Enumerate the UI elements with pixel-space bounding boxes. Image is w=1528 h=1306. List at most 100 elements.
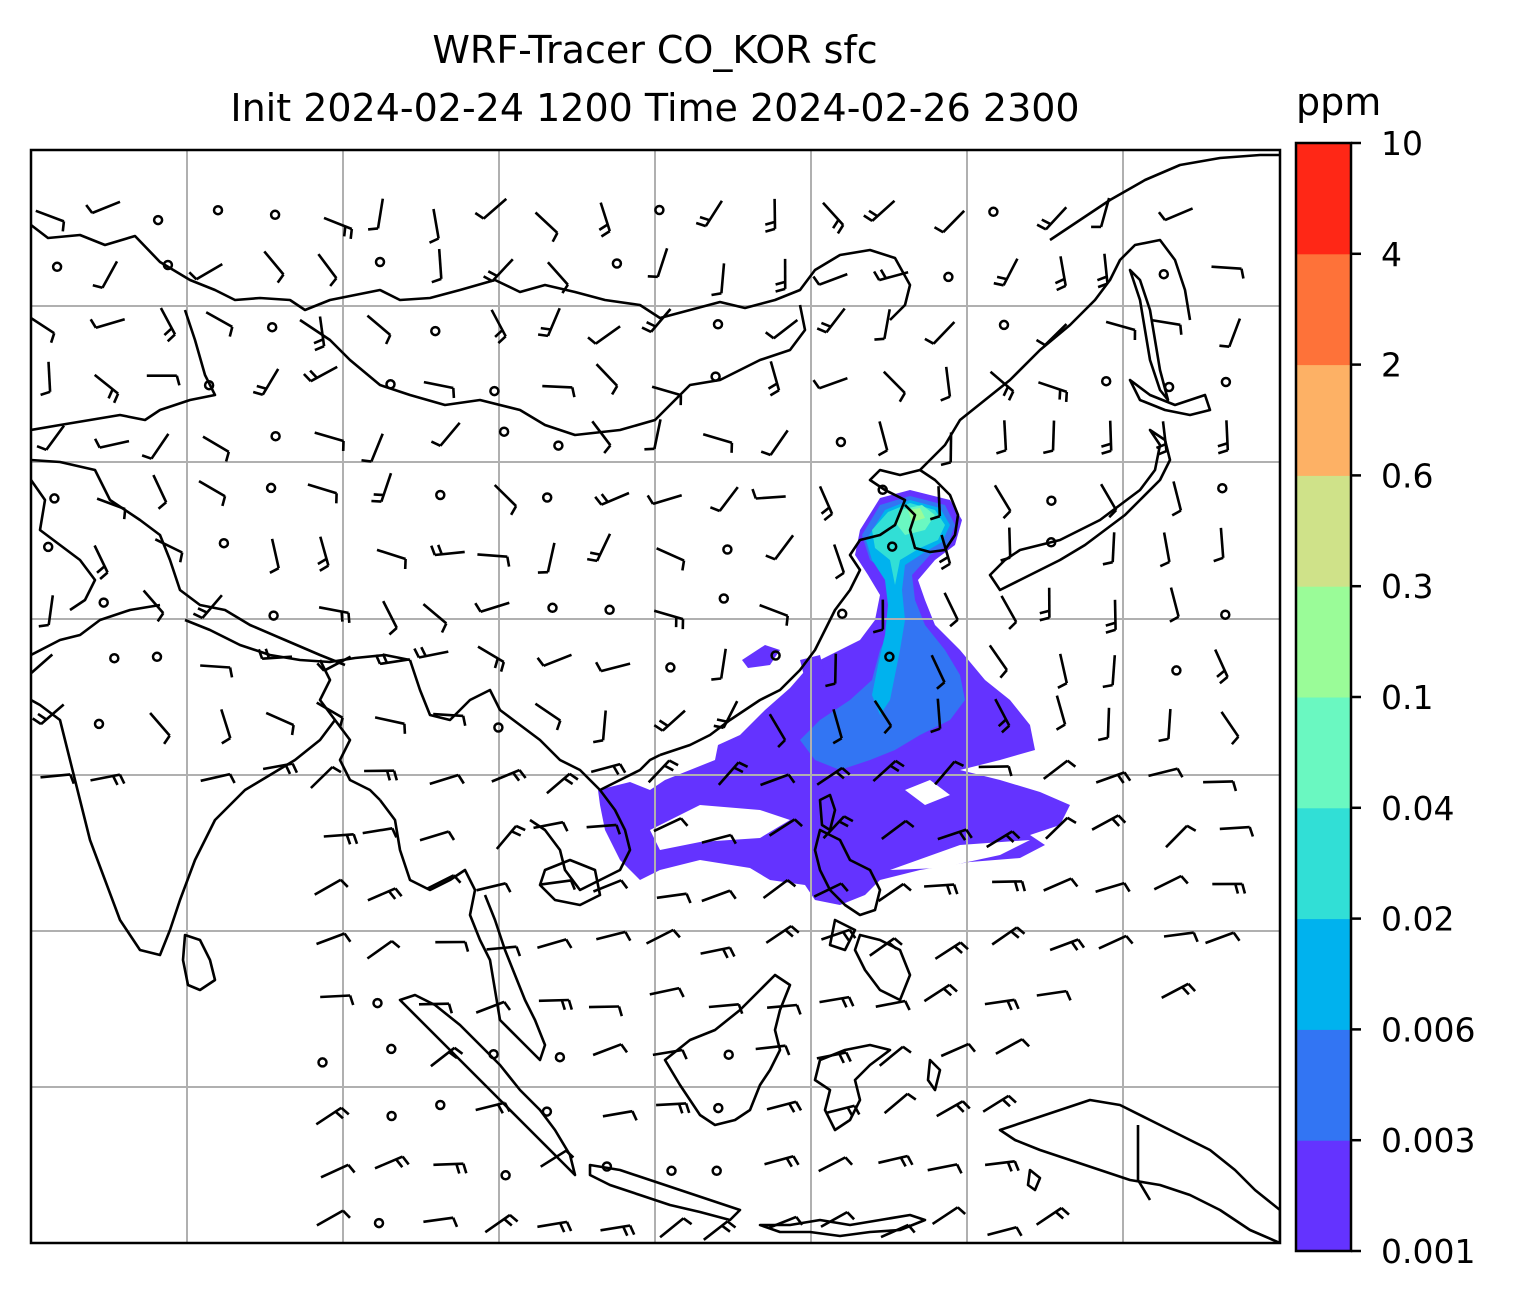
wind-barb-shaft <box>880 1223 909 1239</box>
wind-barb-shaft <box>1043 877 1072 892</box>
calm-wind-circle <box>218 537 230 549</box>
wind-barb-shaft <box>822 815 846 840</box>
wind-barb <box>314 878 349 896</box>
wind-barb <box>154 538 184 563</box>
wind-barb-shaft <box>537 1220 568 1229</box>
wind-barb-flag <box>905 819 915 829</box>
wind-barb-shaft <box>943 592 959 621</box>
wind-barb <box>816 766 851 786</box>
wind-barb-shaft <box>934 941 962 960</box>
wind-barb-flag <box>940 562 951 571</box>
wind-barb-flag <box>672 929 681 939</box>
wind-barb-flag <box>1125 935 1134 945</box>
wind-barb-shaft <box>484 1213 511 1234</box>
wind-barb-shaft <box>1161 982 1189 999</box>
wind-barb-shaft <box>1095 881 1125 893</box>
wind-barb <box>832 544 846 580</box>
wind-barb <box>878 1045 912 1067</box>
wind-barb-shaft <box>600 1224 631 1232</box>
wind-barb-flag <box>793 818 803 828</box>
wind-barb-shaft <box>764 1154 794 1166</box>
wind-barb-flag <box>342 1209 351 1219</box>
wind-barb-flag <box>447 1003 454 1014</box>
wind-barb-shaft <box>1035 1206 1063 1226</box>
wind-barb-flag <box>1000 556 1011 562</box>
wind-barb-shaft <box>833 653 838 684</box>
wind-barb <box>813 882 849 898</box>
wind-barb-flag <box>338 717 344 728</box>
colorbar-segment <box>1296 586 1351 698</box>
wind-barb-flag <box>788 1102 796 1113</box>
wind-barb <box>930 654 946 690</box>
wind-barb <box>938 534 952 571</box>
wind-barb-shaft <box>1228 318 1242 348</box>
wind-barb-shaft <box>423 380 454 390</box>
wind-barb-shaft <box>35 209 65 223</box>
wind-barb-flag <box>560 999 567 1011</box>
calm-wind-circle <box>770 650 781 661</box>
wind-barb-flag <box>1008 621 1018 630</box>
colorbar-segment <box>1296 364 1351 476</box>
wind-barb <box>598 202 612 238</box>
wind-barb-flag <box>631 1110 638 1121</box>
calm-wind-circle <box>884 651 895 663</box>
wind-barb <box>767 361 781 397</box>
calm-wind-circle <box>498 426 510 437</box>
wind-barb-shaft <box>45 424 66 451</box>
wind-barb-flag <box>1219 675 1229 685</box>
wind-barb-flag <box>1055 723 1066 731</box>
wind-barb <box>374 716 407 734</box>
wind-barb-shaft <box>546 772 571 795</box>
wind-barb <box>994 698 1011 734</box>
wind-barb-flag <box>1064 391 1069 402</box>
wind-barb-flag <box>1159 560 1170 568</box>
wind-barb-flag <box>1186 824 1197 832</box>
wind-barb <box>205 311 234 337</box>
wind-barb-flag <box>1001 724 1011 734</box>
wind-barb <box>873 699 893 735</box>
wind-barb <box>1095 881 1131 893</box>
wind-barb <box>755 1044 791 1056</box>
wind-barb-flag <box>1035 338 1046 347</box>
wind-barb <box>374 653 410 666</box>
wind-barb-shaft <box>262 655 293 660</box>
wind-barb-shaft <box>940 534 952 565</box>
calm-wind-circle <box>665 662 676 673</box>
wind-barb <box>937 828 973 841</box>
calm-wind-circle <box>1163 381 1175 393</box>
wind-barb-shaft <box>1163 931 1194 938</box>
wind-barb-flag <box>1102 560 1113 566</box>
wind-barb <box>482 258 514 283</box>
wind-barb <box>940 432 953 467</box>
wind-barb-flag <box>775 287 786 293</box>
wind-barb-shaft <box>201 594 223 619</box>
colorbar-segment <box>1296 1029 1351 1141</box>
wind-barb <box>202 435 231 462</box>
wind-barb <box>653 609 685 630</box>
wind-barb-shaft <box>755 1044 786 1051</box>
wind-barb-flag <box>503 1218 513 1227</box>
wind-barb <box>764 1154 800 1168</box>
wind-barb-flag <box>906 1092 917 1101</box>
wind-barb-flag <box>883 725 893 735</box>
wind-barb-flag <box>345 834 352 845</box>
wind-barb-flag <box>953 945 963 954</box>
wind-barb-shaft <box>937 828 967 841</box>
calm-wind-circle <box>1045 537 1057 548</box>
wind-barb <box>542 384 576 398</box>
wind-barb <box>588 1005 624 1017</box>
wind-barb-shaft <box>319 536 330 566</box>
wind-barb-flag <box>157 501 168 510</box>
coast-china <box>659 468 921 757</box>
wind-barb <box>1054 256 1067 292</box>
wind-barb <box>1165 824 1197 849</box>
wind-barb-shaft <box>988 644 1008 671</box>
wind-barb-shaft <box>820 1210 848 1228</box>
wind-barb <box>647 759 679 784</box>
wind-barb-shaft <box>374 716 405 726</box>
wind-barb-shaft <box>382 600 398 629</box>
wind-barb-flag <box>192 612 203 620</box>
island-java <box>588 1163 742 1222</box>
wind-barb-flag <box>352 833 359 845</box>
wind-barb-flag <box>594 661 603 672</box>
